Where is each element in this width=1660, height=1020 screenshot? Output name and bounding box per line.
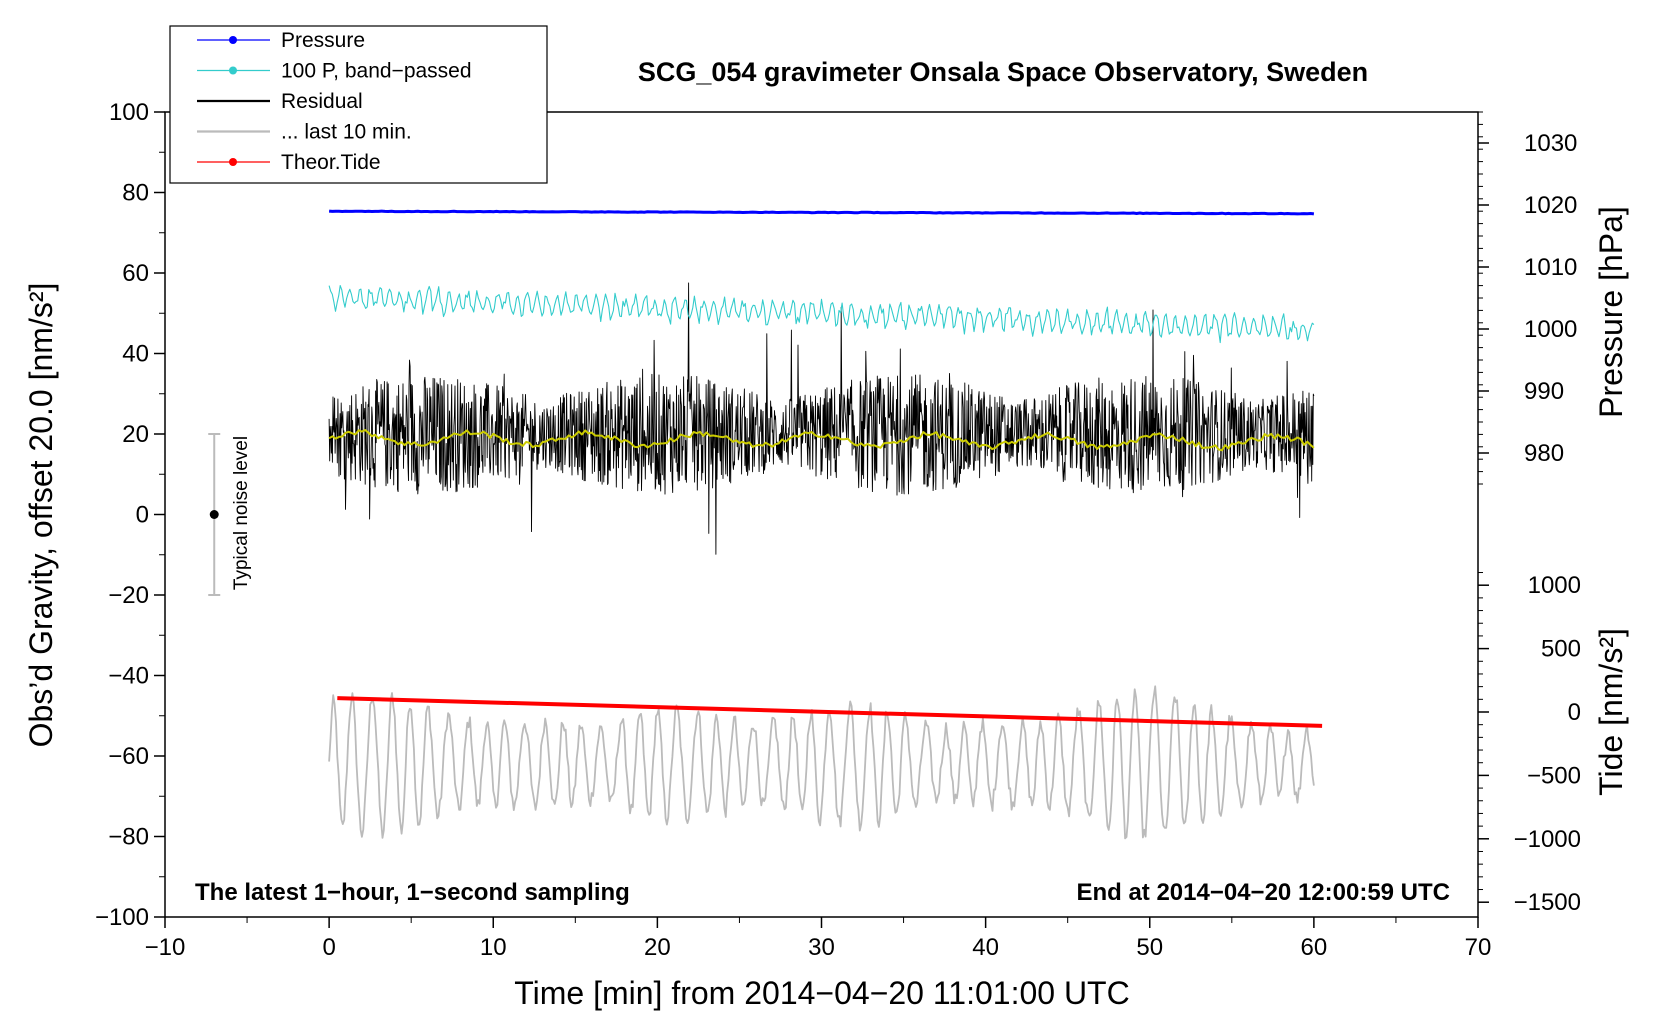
y-tick-label: 80 xyxy=(122,180,149,207)
pressure-tick-label: 980 xyxy=(1524,440,1564,467)
tide-tick-label: −1500 xyxy=(1514,889,1581,916)
x-tick-label: 10 xyxy=(480,934,507,961)
y-axis-title-pressure: Pressure [hPa] xyxy=(1593,206,1629,418)
legend-box xyxy=(169,25,548,184)
y-tick-label: −20 xyxy=(108,582,149,609)
annotation-end-time: End at 2014−04−20 12:00:59 UTC xyxy=(1076,879,1450,906)
legend-label: Residual xyxy=(281,90,363,113)
pressure-tick-label: 1030 xyxy=(1524,130,1577,157)
y-axis-title-tide: Tide [nm/s²] xyxy=(1593,628,1629,796)
legend-label: Pressure xyxy=(281,29,365,52)
tide-tick-label: −1000 xyxy=(1514,826,1581,853)
x-tick-label: −10 xyxy=(145,934,186,961)
noise-level-label: Typical noise level xyxy=(231,436,252,590)
tide-tick-label: 1000 xyxy=(1528,572,1581,599)
x-axis-title: Time [min] from 2014−04−20 11:01:00 UTC xyxy=(514,975,1129,1011)
x-tick-label: 20 xyxy=(644,934,671,961)
legend-label: 100 P, band−passed xyxy=(281,60,472,83)
pressure-tick-label: 1000 xyxy=(1524,316,1577,343)
series-residual-smoothed xyxy=(328,429,1315,452)
y-tick-label: −80 xyxy=(108,824,149,851)
y-tick-label: 20 xyxy=(122,421,149,448)
y-tick-label: −100 xyxy=(95,904,149,931)
annotation-sampling: The latest 1−hour, 1−second sampling xyxy=(195,879,630,906)
legend: Pressure 100 P, band−passed Residual ... la… xyxy=(169,25,548,184)
y-tick-label: 40 xyxy=(122,341,149,368)
series-theoretical-tide xyxy=(337,696,1323,728)
y-axis-title-left: Obs’d Gravity, offset 20.0 [nm/s²] xyxy=(23,283,59,748)
tide-tick-label: 500 xyxy=(1541,636,1581,663)
series-residual xyxy=(328,282,1315,555)
series-pressure xyxy=(328,209,1315,216)
noise-level-center xyxy=(209,510,219,519)
noise-level-indicator: Typical noise level xyxy=(208,433,252,596)
series-band-passed-pressure xyxy=(328,285,1315,344)
x-tick-label: 60 xyxy=(1301,934,1328,961)
pressure-tick-label: 1020 xyxy=(1524,192,1577,219)
chart-title: SCG_054 gravimeter Onsala Space Observat… xyxy=(638,57,1368,87)
x-tick-label: 0 xyxy=(322,934,335,961)
y-tick-label: −40 xyxy=(108,663,149,690)
pressure-tick-label: 1010 xyxy=(1524,254,1577,281)
series-layer xyxy=(328,209,1323,840)
y-tick-label: 60 xyxy=(122,260,149,287)
x-tick-label: 50 xyxy=(1136,934,1163,961)
pressure-tick-label: 990 xyxy=(1524,378,1564,405)
legend-marker xyxy=(229,158,237,166)
y-tick-label: −60 xyxy=(108,743,149,770)
series-last-10-min xyxy=(328,685,1315,840)
y-tick-label: 0 xyxy=(136,502,149,529)
tide-tick-label: −500 xyxy=(1527,762,1581,789)
legend-label: ... last 10 min. xyxy=(281,121,412,144)
legend-marker xyxy=(229,66,237,75)
legend-label: Theor.Tide xyxy=(281,151,381,174)
legend-marker xyxy=(229,36,237,44)
x-tick-label: 30 xyxy=(808,934,835,961)
x-tick-label: 40 xyxy=(972,934,999,961)
axes-layer: −10 0 10 20 30 40 50 60 70−100−80−60−40−20020406… xyxy=(95,99,1581,961)
tide-tick-label: 0 xyxy=(1568,699,1581,726)
x-tick-label: 70 xyxy=(1465,934,1492,961)
y-tick-label: 100 xyxy=(109,99,149,126)
